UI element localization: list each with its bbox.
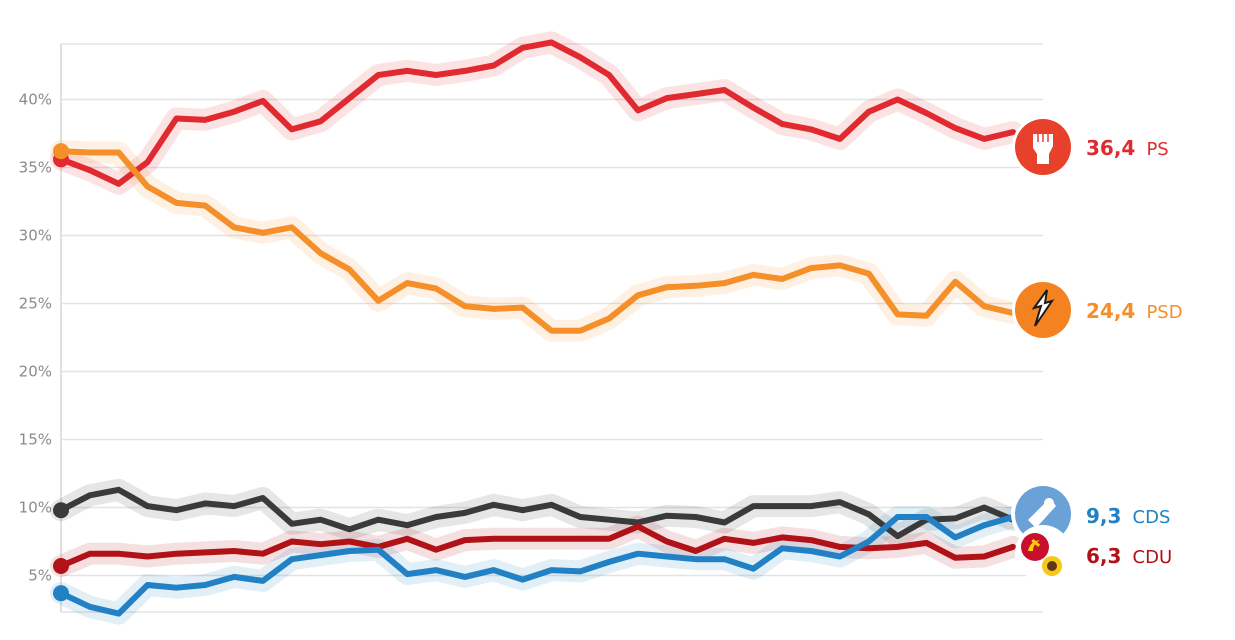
psd-end-label: 24,4 PSD [1086,299,1183,323]
cdu-start-point [53,557,69,574]
series-start-points [53,143,69,602]
ps-series-line [58,39,1016,187]
cds-end-label: 9,3 CDS [1086,504,1170,528]
y-tick-label: 30% [19,227,52,245]
y-tick-label: 5% [28,567,52,585]
psd-arrow-icon [1012,279,1074,341]
y-tick-label: 40% [19,91,52,109]
y-tick-label: 25% [19,295,52,313]
party-badges [1011,116,1075,581]
y-tick-label: 10% [19,499,52,517]
y-tick-label: 35% [19,159,52,177]
y-axis: 5% 10% 15% 20% 25% 30% 35% 40% [19,91,52,585]
cds-value-label: 9,3 [1086,504,1121,528]
series-halos [50,31,1024,625]
psd-name-label: PSD [1146,302,1182,323]
hammer-sickle-icon [1015,525,1071,581]
cds-series-line [58,514,1016,617]
cdu-value-label: 6,3 [1086,544,1121,568]
ps-end-label: 36,4 PS [1086,136,1169,160]
psd-series-line [58,148,1016,334]
other-start-point [53,502,69,519]
y-tick-label: 20% [19,363,52,381]
ps-name-label: PS [1146,139,1168,160]
cdu-end-label: 6,3 CDU [1086,544,1172,568]
psd-start-point [53,143,69,160]
cds-start-point [53,585,69,602]
y-tick-label: 15% [19,431,52,449]
cdu-name-label: CDU [1133,547,1173,568]
cds-name-label: CDS [1133,507,1171,528]
series-lines [58,39,1016,617]
other-series-line [58,486,1016,540]
fist-icon [1012,116,1074,178]
cds-logo-icon [1011,482,1075,546]
ps-value-label: 36,4 [1086,136,1135,160]
psd-value-label: 24,4 [1086,299,1135,323]
